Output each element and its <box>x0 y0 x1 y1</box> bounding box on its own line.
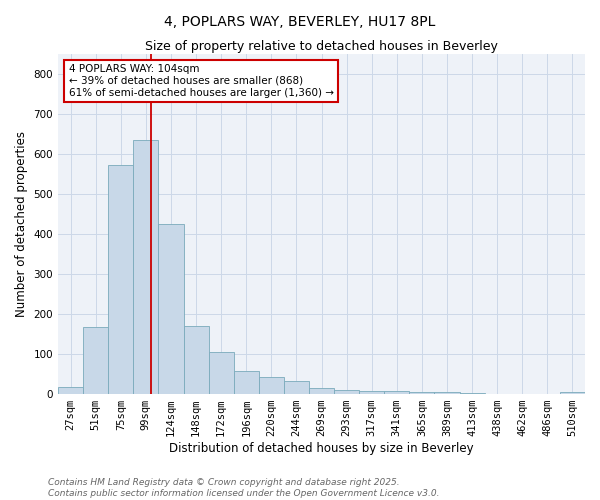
Bar <box>434 392 460 394</box>
Text: 4, POPLARS WAY, BEVERLEY, HU17 8PL: 4, POPLARS WAY, BEVERLEY, HU17 8PL <box>164 15 436 29</box>
Bar <box>233 372 259 394</box>
Text: 4 POPLARS WAY: 104sqm
← 39% of detached houses are smaller (868)
61% of semi-det: 4 POPLARS WAY: 104sqm ← 39% of detached … <box>68 64 334 98</box>
Bar <box>560 392 585 394</box>
Bar <box>209 352 233 394</box>
X-axis label: Distribution of detached houses by size in Beverley: Distribution of detached houses by size … <box>169 442 474 455</box>
Bar <box>334 390 359 394</box>
Y-axis label: Number of detached properties: Number of detached properties <box>15 131 28 317</box>
Bar <box>133 140 158 394</box>
Bar <box>284 382 309 394</box>
Bar <box>158 224 184 394</box>
Bar <box>184 326 209 394</box>
Bar <box>309 388 334 394</box>
Bar <box>108 166 133 394</box>
Bar <box>384 392 409 394</box>
Bar <box>83 327 108 394</box>
Bar <box>409 392 434 394</box>
Bar <box>259 378 284 394</box>
Bar <box>58 387 83 394</box>
Text: Contains HM Land Registry data © Crown copyright and database right 2025.
Contai: Contains HM Land Registry data © Crown c… <box>48 478 439 498</box>
Title: Size of property relative to detached houses in Beverley: Size of property relative to detached ho… <box>145 40 498 53</box>
Bar <box>359 391 384 394</box>
